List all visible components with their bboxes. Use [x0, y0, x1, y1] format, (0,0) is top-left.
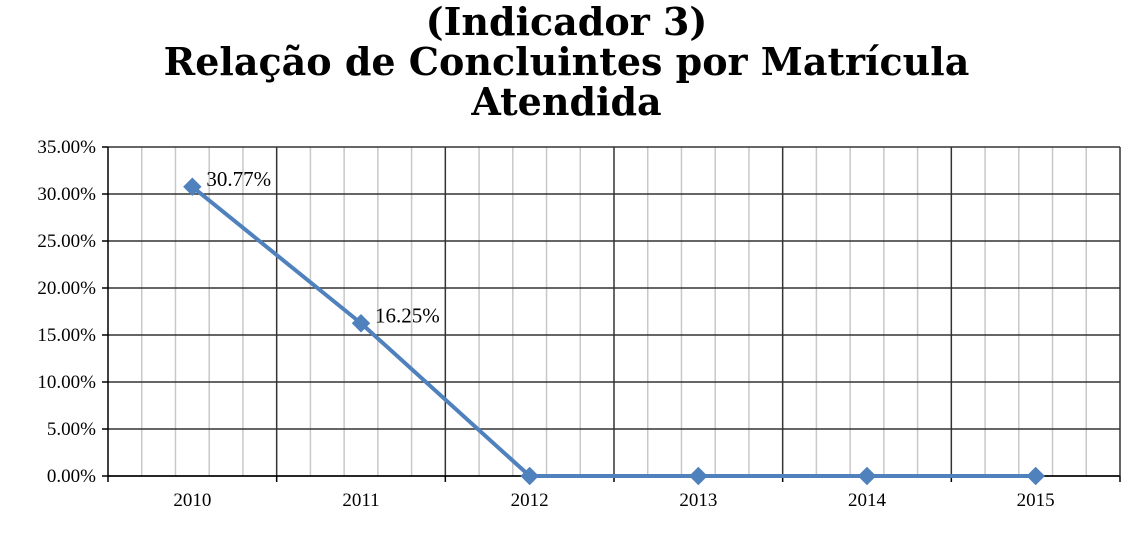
x-tick-label: 2010: [173, 490, 211, 511]
y-tick-label: 35.00%: [37, 137, 96, 158]
x-tick-label: 2015: [1017, 490, 1055, 511]
data-point-marker: [351, 314, 371, 333]
x-tick-label: 2014: [848, 490, 887, 511]
data-point-marker: [183, 177, 202, 196]
x-tick-label: 2012: [511, 490, 549, 511]
chart-title-line-2: Relação de Concluintes por Matrícula: [163, 39, 970, 84]
data-point-marker: [1026, 466, 1045, 486]
data-label: 30.77%: [206, 167, 271, 191]
chart-title-line-3: Atendida: [471, 79, 662, 124]
y-tick-label: 5.00%: [47, 419, 96, 440]
data-point-marker: [689, 466, 708, 486]
y-tick-label: 20.00%: [37, 278, 96, 299]
data-labels-group: 30.77% 16.25%: [206, 167, 439, 327]
series-line: [191, 185, 1036, 478]
y-tick-label: 10.00%: [37, 372, 96, 393]
axes: [102, 146, 1121, 482]
y-tick-label: 30.00%: [37, 184, 96, 205]
data-point-marker: [520, 466, 539, 486]
major-gridlines: [108, 146, 1120, 477]
y-axis-tick-labels: 0.00% 5.00% 10.00% 15.00% 20.00% 25.00% 30.00%…: [37, 137, 96, 487]
chart-title: (Indicador 3) Relação de Concluintes por…: [0, 2, 1133, 122]
x-tick-label: 2011: [342, 490, 379, 511]
data-label: 16.25%: [375, 303, 440, 327]
y-tick-label: 0.00%: [47, 466, 96, 487]
data-point-marker: [857, 466, 877, 486]
chart-title-line-1: (Indicador 3): [425, 0, 708, 44]
x-axis-tick-labels: 2010 2011 2012 2013 2014 2015: [173, 490, 1054, 511]
x-tick-label: 2013: [679, 490, 717, 511]
y-tick-label: 15.00%: [37, 325, 96, 346]
series-group: [183, 177, 1045, 486]
y-tick-label: 25.00%: [37, 231, 96, 252]
